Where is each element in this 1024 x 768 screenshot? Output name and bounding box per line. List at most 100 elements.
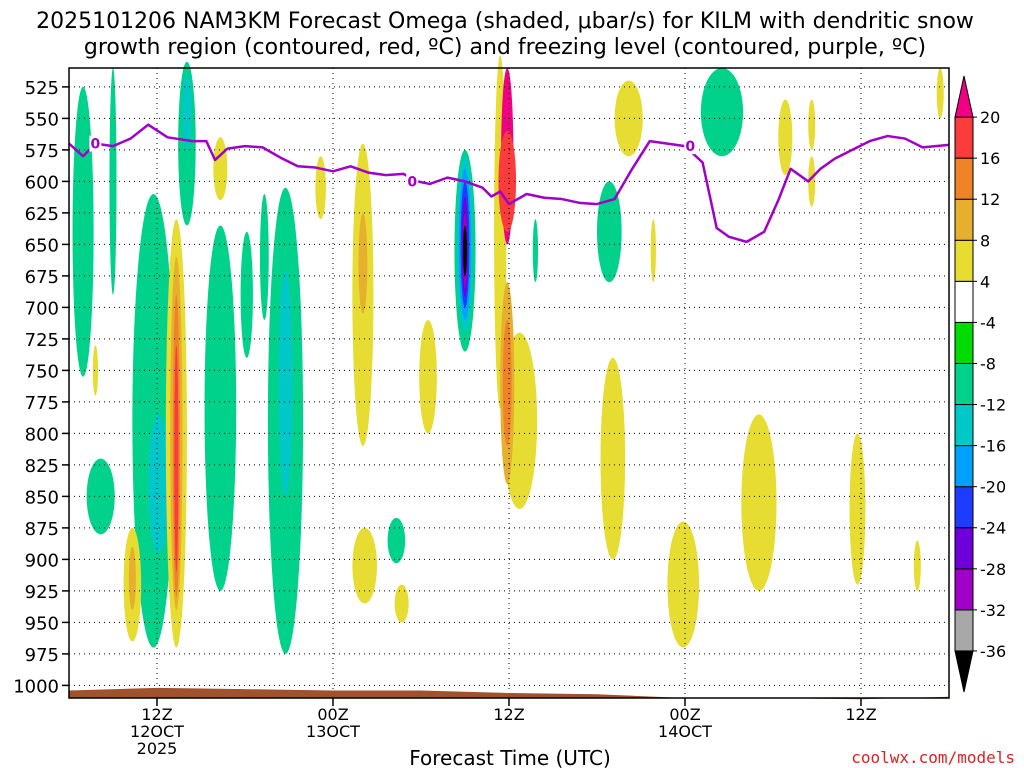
surface-terrain bbox=[69, 687, 949, 700]
omega-region-46 bbox=[667, 521, 700, 648]
colorbar-label: -28 bbox=[980, 560, 1006, 579]
x-tick-label: 00Z bbox=[317, 705, 348, 724]
omega-region-42 bbox=[498, 131, 517, 232]
y-tick-label: 600 bbox=[25, 172, 59, 193]
omega-region-33 bbox=[358, 212, 368, 314]
omega-region-49 bbox=[808, 156, 816, 207]
chart-title-line-1: 2025101206 NAM3KM Forecast Omega (shaded… bbox=[36, 9, 974, 34]
colorbar-label: 4 bbox=[980, 272, 990, 291]
freezing-level-label-bg-2 bbox=[684, 138, 697, 155]
omega-region-25 bbox=[128, 546, 136, 610]
surface-terrain-layer bbox=[69, 687, 949, 700]
colorbar-label: 8 bbox=[980, 231, 990, 250]
colorbar-label: -12 bbox=[980, 396, 1006, 415]
chart-title-line-2: growth region (contoured, red, ºC) and f… bbox=[84, 35, 926, 60]
y-tick-label: 675 bbox=[25, 267, 59, 288]
omega-region-36 bbox=[419, 320, 437, 434]
omega-region-8 bbox=[240, 231, 253, 358]
x-tick-label: 13OCT bbox=[306, 722, 360, 741]
x-tick-label: 12OCT bbox=[130, 722, 184, 741]
x-tick-label: 12Z bbox=[141, 705, 172, 724]
omega-region-2 bbox=[109, 67, 117, 295]
omega-region-30 bbox=[213, 137, 228, 201]
colorbar-label: 16 bbox=[980, 149, 1000, 168]
colorbar-band-9 bbox=[954, 280, 974, 323]
gridlines bbox=[69, 68, 949, 698]
omega-region-31 bbox=[315, 156, 326, 220]
omega-region-6 bbox=[182, 74, 192, 150]
freezing-level-label-bg-0 bbox=[89, 135, 102, 152]
x-axis-label: Forecast Time (UTC) bbox=[409, 746, 611, 768]
colorbar-band-4 bbox=[954, 486, 974, 529]
omega-shading-layer bbox=[72, 55, 944, 654]
omega-region-4 bbox=[148, 414, 170, 554]
colorbar-band-2 bbox=[954, 568, 974, 611]
omega-region-40 bbox=[502, 320, 512, 446]
omega-region-21 bbox=[597, 181, 622, 283]
y-tick-label: 575 bbox=[25, 141, 59, 162]
colorbar-label: -4 bbox=[980, 313, 996, 332]
y-tick-label: 900 bbox=[25, 550, 59, 571]
credit-text: coolwx.com/models bbox=[851, 748, 1015, 767]
colorbar-label: 12 bbox=[980, 190, 1000, 209]
omega-region-44 bbox=[614, 80, 643, 157]
omega-region-0 bbox=[72, 86, 94, 377]
y-tick-label: 525 bbox=[25, 78, 59, 99]
colorbar-band-3 bbox=[954, 527, 974, 570]
x-tick-label: 12Z bbox=[845, 705, 876, 724]
y-tick-label: 850 bbox=[25, 487, 59, 508]
colorbar-label: -8 bbox=[980, 354, 996, 373]
colorbar-band-14 bbox=[954, 75, 974, 118]
omega-region-51 bbox=[849, 433, 866, 585]
freezing-level-label-bg-1 bbox=[406, 173, 419, 190]
y-tick-label: 950 bbox=[25, 613, 59, 634]
omega-region-52 bbox=[913, 540, 921, 591]
colorbar-band-7 bbox=[954, 362, 974, 406]
y-tick-label: 750 bbox=[25, 361, 59, 382]
freezing-level-label: 0 bbox=[407, 174, 417, 190]
x-tick-label: 14OCT bbox=[658, 722, 712, 741]
x-tick-label: 2025 bbox=[137, 739, 178, 758]
omega-region-45 bbox=[650, 219, 656, 283]
y-axis: 525 550 575 600 625 650 675 700 725 750 775 800 825 8… bbox=[13, 78, 69, 697]
y-tick-label: 975 bbox=[25, 645, 59, 666]
x-tick-label: 12Z bbox=[493, 705, 524, 724]
omega-region-23 bbox=[92, 345, 99, 396]
colorbar-band-11 bbox=[954, 198, 974, 241]
omega-region-11 bbox=[278, 269, 293, 497]
y-tick-label: 700 bbox=[25, 298, 59, 319]
y-tick-label: 775 bbox=[25, 393, 59, 414]
omega-region-34 bbox=[352, 527, 377, 604]
freezing-level-label: 0 bbox=[685, 139, 695, 155]
omega-region-19 bbox=[463, 225, 467, 276]
colorbar-band-1 bbox=[954, 609, 974, 652]
colorbar-band-12 bbox=[954, 157, 974, 200]
omega-region-35 bbox=[394, 584, 409, 623]
omega-region-50 bbox=[808, 99, 816, 150]
y-tick-label: 875 bbox=[25, 519, 59, 540]
colorbar-label: -20 bbox=[980, 478, 1006, 497]
omega-region-48 bbox=[778, 99, 793, 176]
freezing-level-label: 0 bbox=[91, 137, 101, 153]
colorbar-band-13 bbox=[954, 116, 974, 159]
omega-region-12 bbox=[387, 517, 406, 564]
colorbar-band-10 bbox=[954, 239, 974, 282]
freezing-level-layer: 0 0 0 bbox=[68, 123, 950, 244]
y-tick-label: 1000 bbox=[13, 676, 59, 697]
colorbar-legend: -36 -32 -28 -24 -20 -16 -12 -8 -4 4 8 12 16 20 bbox=[954, 75, 1006, 693]
omega-region-9 bbox=[259, 194, 269, 320]
omega-region-20 bbox=[532, 219, 539, 283]
y-tick-label: 825 bbox=[25, 456, 59, 477]
y-tick-label: 650 bbox=[25, 235, 59, 256]
omega-region-1 bbox=[86, 458, 115, 535]
omega-region-43 bbox=[600, 357, 626, 560]
colorbar-label: -16 bbox=[980, 437, 1006, 456]
colorbar-label: -36 bbox=[980, 642, 1006, 661]
freezing-level-line bbox=[68, 123, 950, 244]
colorbar-band-5 bbox=[954, 445, 974, 488]
omega-region-22 bbox=[700, 68, 744, 157]
colorbar-label: -24 bbox=[980, 519, 1006, 538]
y-tick-label: 625 bbox=[25, 204, 59, 225]
